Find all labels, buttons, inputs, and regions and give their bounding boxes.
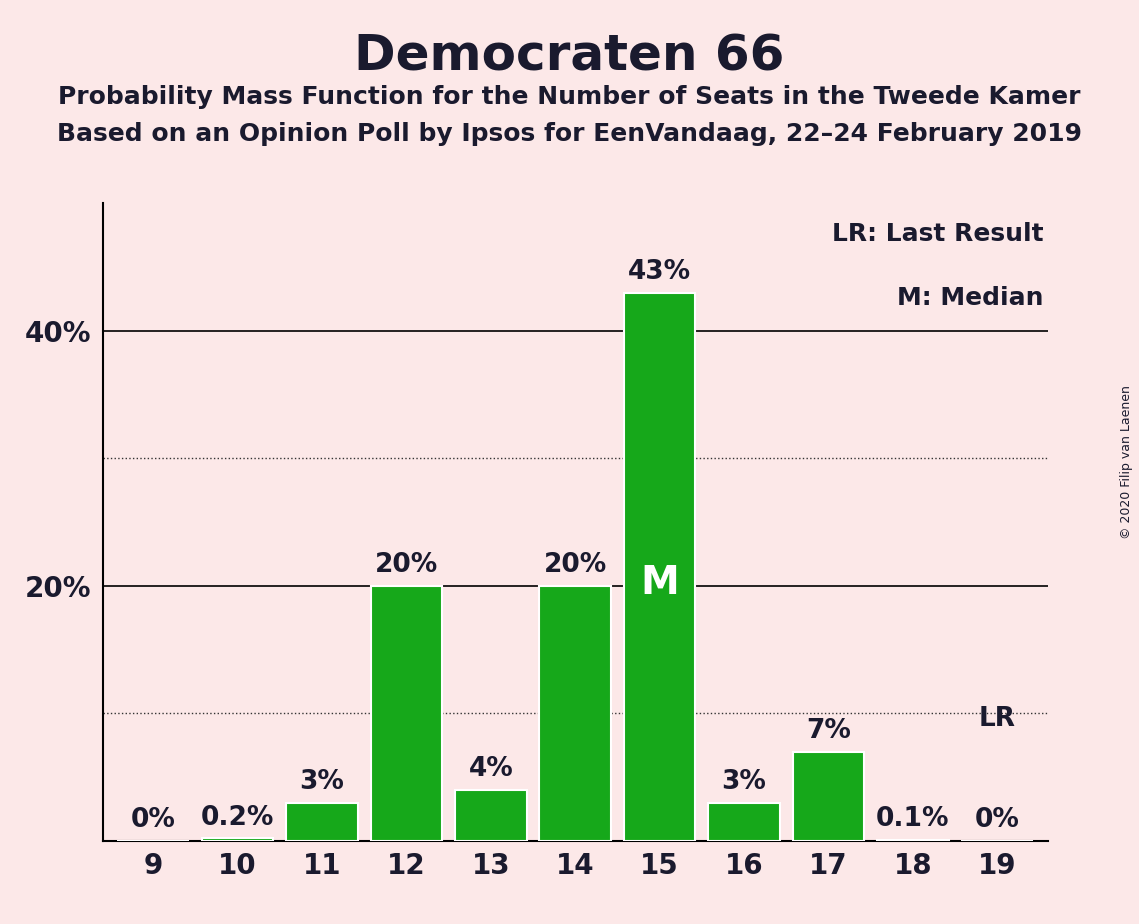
Bar xyxy=(624,293,696,841)
Text: Democraten 66: Democraten 66 xyxy=(354,32,785,80)
Text: M: Median: M: Median xyxy=(898,286,1043,310)
Text: 0.2%: 0.2% xyxy=(200,805,274,831)
Text: M: M xyxy=(640,565,679,602)
Bar xyxy=(708,803,780,841)
Text: 3%: 3% xyxy=(722,769,767,795)
Text: 20%: 20% xyxy=(375,553,439,578)
Bar xyxy=(793,751,865,841)
Text: 4%: 4% xyxy=(468,756,514,783)
Text: 43%: 43% xyxy=(628,259,691,285)
Bar xyxy=(286,803,358,841)
Text: © 2020 Filip van Laenen: © 2020 Filip van Laenen xyxy=(1121,385,1133,539)
Text: Probability Mass Function for the Number of Seats in the Tweede Kamer: Probability Mass Function for the Number… xyxy=(58,85,1081,109)
Text: 0%: 0% xyxy=(975,808,1019,833)
Text: 3%: 3% xyxy=(300,769,344,795)
Bar xyxy=(877,840,949,841)
Text: Based on an Opinion Poll by Ipsos for EenVandaag, 22–24 February 2019: Based on an Opinion Poll by Ipsos for Ee… xyxy=(57,122,1082,146)
Text: LR: LR xyxy=(978,707,1016,733)
Text: 7%: 7% xyxy=(806,718,851,744)
Text: LR: Last Result: LR: Last Result xyxy=(831,223,1043,247)
Bar xyxy=(540,586,611,841)
Bar xyxy=(454,790,526,841)
Text: 0.1%: 0.1% xyxy=(876,806,950,832)
Text: 20%: 20% xyxy=(543,553,607,578)
Bar xyxy=(370,586,442,841)
Bar xyxy=(202,838,273,841)
Text: 0%: 0% xyxy=(131,808,175,833)
